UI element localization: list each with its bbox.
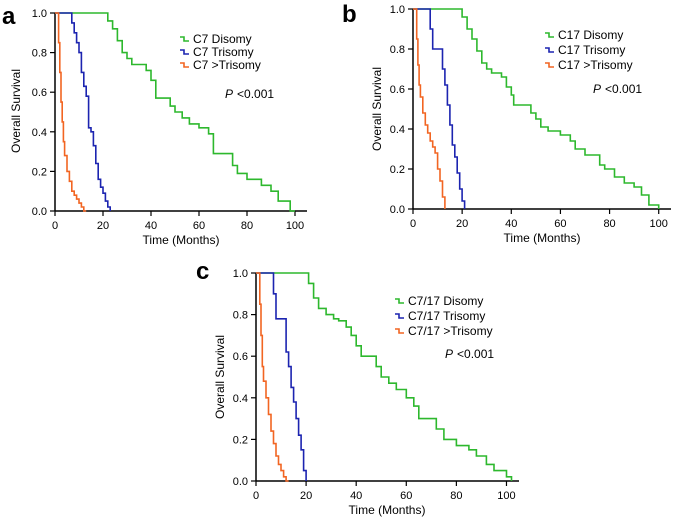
x-tick-label: 80 xyxy=(603,218,615,230)
y-tick-label: 0.0 xyxy=(32,206,47,218)
y-axis-title: Overall Survival xyxy=(213,335,227,419)
y-tick-label: 0.8 xyxy=(32,48,47,60)
legend-swatch xyxy=(545,62,554,68)
y-tick-label: 1.0 xyxy=(390,4,405,16)
x-tick-label: 100 xyxy=(286,220,304,232)
p-value-text: <0.001 xyxy=(605,82,642,96)
legend-swatch xyxy=(395,298,404,304)
panel-letter: a xyxy=(2,3,16,30)
x-tick-label: 80 xyxy=(241,220,253,232)
x-tick-label: 0 xyxy=(253,490,259,502)
y-tick-label: 1.0 xyxy=(233,268,248,280)
survival-curve-c7-17-disomy xyxy=(256,272,513,481)
p-value-text: <0.001 xyxy=(237,87,274,101)
survival-curve-c17-disomy xyxy=(413,8,660,209)
y-tick-label: 0.6 xyxy=(32,87,47,99)
y-tick-label: 1.0 xyxy=(32,8,47,20)
legend-label: C7/17 Disomy xyxy=(408,294,483,308)
y-tick-label: 0.6 xyxy=(390,84,405,96)
legend-swatch xyxy=(545,47,554,53)
y-axis-title: Overall Survival xyxy=(370,67,384,151)
p-value-annotation: P <0.001 xyxy=(593,82,642,96)
x-tick-label: 0 xyxy=(410,218,416,230)
p-value-prefix: P xyxy=(445,347,453,361)
x-axis-title: Time (Months) xyxy=(504,231,581,245)
legend-label: C17 >Trisomy xyxy=(558,58,633,72)
p-value-annotation: P <0.001 xyxy=(445,347,494,361)
survival-curve-c7-trisomy xyxy=(55,12,111,211)
x-tick-label: 60 xyxy=(554,218,566,230)
legend-swatch xyxy=(395,328,404,334)
x-tick-label: 40 xyxy=(505,218,517,230)
p-value-prefix: P xyxy=(225,87,233,101)
legend-swatch xyxy=(180,62,189,68)
x-tick-label: 20 xyxy=(300,490,312,502)
survival-curve-c7-disomy xyxy=(55,12,295,212)
y-tick-label: 0.6 xyxy=(233,351,248,363)
legend-label: C7 Trisomy xyxy=(193,45,254,59)
legend-label: C17 Trisomy xyxy=(558,43,625,57)
p-value-annotation: P <0.001 xyxy=(225,87,274,101)
x-tick-label: 40 xyxy=(350,490,362,502)
y-axis-title: Overall Survival xyxy=(9,69,23,153)
x-axis-title: Time (Months) xyxy=(143,233,220,247)
x-tick-label: 100 xyxy=(650,218,668,230)
survival-curve-c7-trisomy xyxy=(55,12,87,212)
panel-b: b 0.0 0.2 0.4 0.6 0.8 1.0 0 20 40 60 80 100 Time (Mon… xyxy=(342,1,671,245)
x-tick-label: 60 xyxy=(193,220,205,232)
x-tick-label: 20 xyxy=(97,220,109,232)
y-tick-label: 0.2 xyxy=(233,434,248,446)
survival-curve-c17-trisomy xyxy=(413,8,466,209)
y-tick-label: 0.8 xyxy=(390,44,405,56)
x-axis-title: Time (Months) xyxy=(349,503,426,517)
y-tick-label: 0.2 xyxy=(390,164,405,176)
y-tick-label: 0.4 xyxy=(390,124,405,136)
legend-label: C7/17 >Trisomy xyxy=(408,324,493,338)
panel-letter: b xyxy=(342,1,357,28)
legend-label: C7/17 Trisomy xyxy=(408,309,485,323)
p-value-prefix: P xyxy=(593,82,601,96)
survival-curve-c7-17-trisomy xyxy=(256,272,289,482)
panel-a: a 0.0 0.2 0.4 0.6 0.8 1.0 0 20 40 60 80 100 Time (Mon… xyxy=(2,3,307,247)
legend-swatch xyxy=(180,36,189,42)
legend-swatch xyxy=(545,32,554,38)
legend-label: C7 >Trisomy xyxy=(193,58,261,72)
x-tick-label: 20 xyxy=(456,218,468,230)
panel-c: c 0.0 0.2 0.4 0.6 0.8 1.0 0 20 40 60 80 100 Time (Mon… xyxy=(196,258,519,517)
y-tick-label: 0.2 xyxy=(32,166,47,178)
survival-curve-c17-trisomy xyxy=(413,8,446,209)
p-value-text: <0.001 xyxy=(457,347,494,361)
y-tick-label: 0.0 xyxy=(233,476,248,488)
panel-letter: c xyxy=(196,258,209,285)
y-tick-label: 0.4 xyxy=(233,393,248,405)
x-tick-label: 60 xyxy=(400,490,412,502)
y-tick-label: 0.4 xyxy=(32,127,47,139)
legend-swatch xyxy=(395,313,404,319)
legend-label: C7 Disomy xyxy=(193,32,252,46)
legend-swatch xyxy=(180,49,189,55)
legend-label: C17 Disomy xyxy=(558,28,623,42)
x-tick-label: 0 xyxy=(52,220,58,232)
x-tick-label: 80 xyxy=(450,490,462,502)
y-tick-label: 0.8 xyxy=(233,310,248,322)
survival-curve-c7-17-trisomy xyxy=(256,272,307,481)
x-tick-label: 100 xyxy=(497,490,515,502)
x-tick-label: 40 xyxy=(145,220,157,232)
y-tick-label: 0.0 xyxy=(390,204,405,216)
